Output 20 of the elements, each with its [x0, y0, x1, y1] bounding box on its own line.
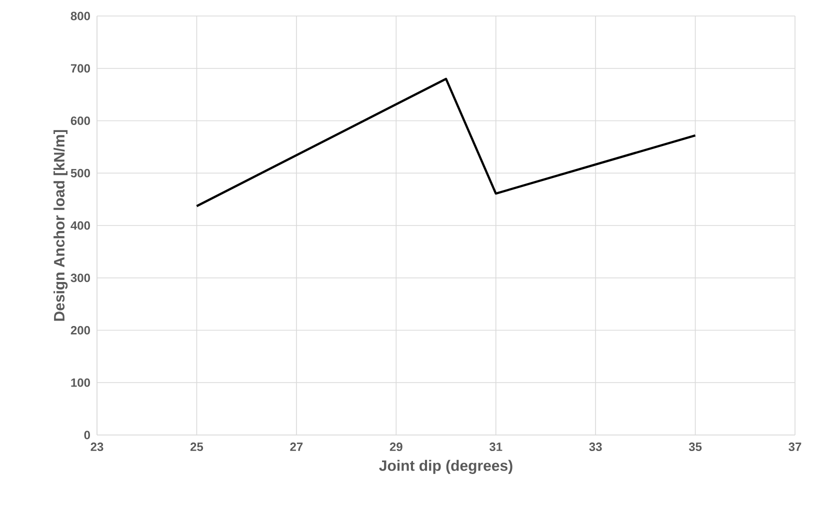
y-tick-label: 400	[70, 221, 90, 230]
y-tick-label: 800	[70, 12, 90, 20]
y-tick-label: 0	[84, 430, 90, 440]
y-tick-label: 500	[70, 168, 90, 178]
x-tick-label: 33	[589, 442, 602, 452]
line-series	[196, 78, 696, 208]
x-tick-label: 37	[788, 442, 802, 452]
x-tick-label: 29	[390, 442, 402, 452]
y-axis-title: Design Anchor load [kN/m]	[54, 130, 68, 321]
y-tick-label: 600	[70, 116, 90, 125]
x-axis-title: Joint dip (degrees)	[379, 460, 512, 474]
y-tick-label: 100	[71, 378, 90, 387]
x-tick-label: 27	[290, 442, 303, 451]
x-tick-label: 35	[688, 442, 702, 452]
x-tick-label: 23	[90, 442, 104, 452]
y-tick-label: 700	[70, 64, 90, 73]
x-tick-label: 31	[489, 442, 502, 452]
y-tick-label: 200	[70, 326, 90, 334]
x-tick-label: 25	[190, 442, 204, 452]
y-tick-label: 300	[70, 274, 90, 282]
